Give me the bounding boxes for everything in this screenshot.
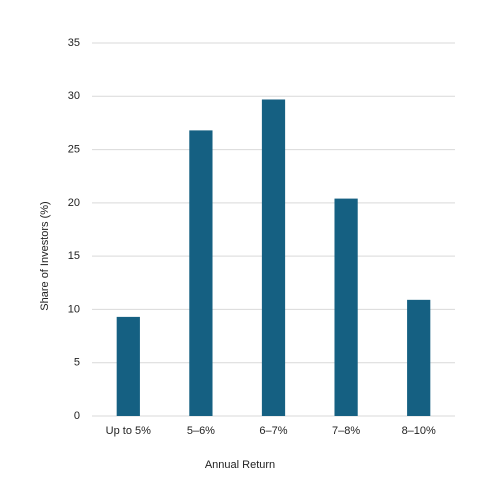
y-tick-label: 15: [68, 250, 80, 262]
x-tick-label: 7–8%: [332, 425, 360, 437]
x-tick-label: 8–10%: [402, 425, 436, 437]
y-tick-label: 10: [68, 303, 80, 315]
bar: [407, 299, 431, 416]
y-tick-label: 20: [68, 197, 80, 209]
y-tick-label: 30: [68, 90, 80, 102]
y-axis-title: Share of Investors (%): [39, 201, 51, 310]
bar: [261, 99, 286, 417]
bar: [334, 198, 358, 416]
y-tick-label: 35: [68, 37, 80, 49]
bar: [189, 130, 213, 417]
x-axis-title: Annual Return: [205, 459, 275, 471]
y-tick-label: 0: [74, 410, 80, 422]
x-tick-label: 6–7%: [259, 425, 287, 437]
x-tick-label: Up to 5%: [106, 425, 151, 437]
y-tick-label: 25: [68, 143, 80, 155]
x-tick-label: 5–6%: [187, 425, 215, 437]
y-tick-label: 5: [74, 357, 80, 369]
bar: [116, 316, 140, 416]
